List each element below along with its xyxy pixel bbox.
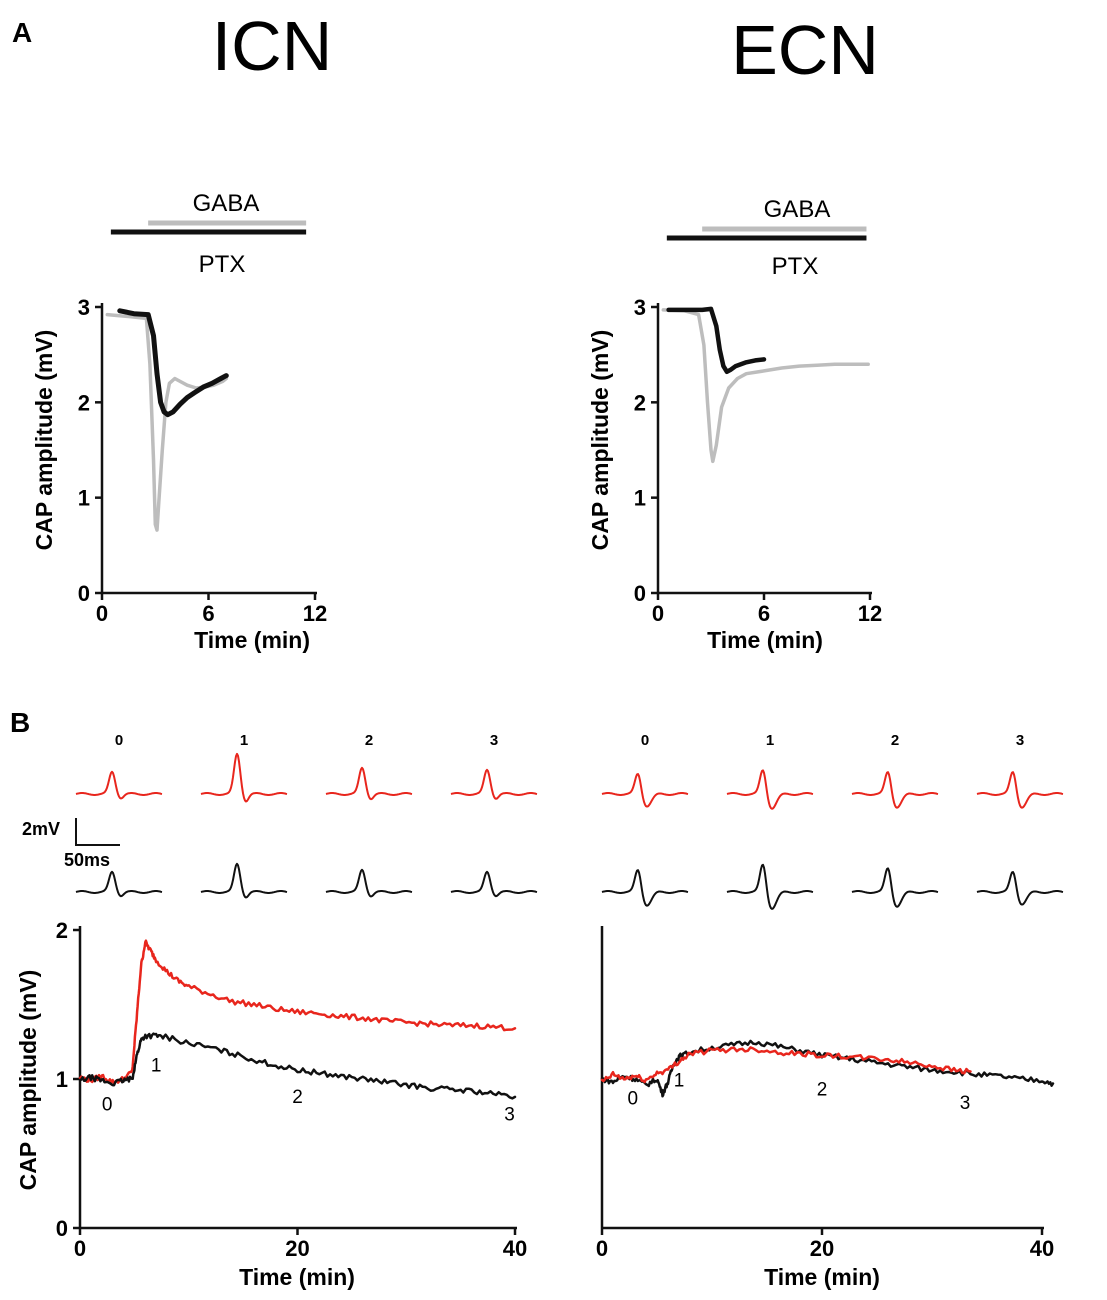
- panel-label-a: A: [12, 17, 32, 48]
- black-trace: [75, 870, 163, 898]
- x-tick-label: 6: [202, 601, 214, 626]
- series-black: [78, 1032, 517, 1100]
- x-tick-label: 20: [810, 1236, 834, 1261]
- red-trace: [726, 769, 814, 810]
- trace-label: 3: [490, 732, 498, 749]
- x-axis-label-a-ecn: Time (min): [707, 627, 823, 653]
- gaba-label: GABA: [193, 190, 260, 217]
- panel-label-b: B: [10, 707, 30, 738]
- y-tick-label: 2: [56, 918, 68, 943]
- drug-bars-ecn: GABA PTX: [666, 196, 867, 280]
- y-tick-label: 3: [634, 295, 646, 320]
- y-tick-label: 0: [634, 581, 646, 606]
- y-tick-label: 3: [78, 295, 90, 320]
- x-axis-label-b-icn: Time (min): [239, 1264, 355, 1290]
- x-tick-label: 20: [285, 1236, 309, 1261]
- timepoint-label: 0: [102, 1094, 113, 1115]
- ptx-label: PTX: [199, 251, 246, 278]
- timepoint-label: 1: [151, 1056, 162, 1077]
- series-gaba: [105, 312, 229, 532]
- red-trace: [450, 768, 538, 800]
- gaba-label: GABA: [764, 196, 831, 223]
- timepoint-label: 2: [817, 1079, 828, 1100]
- trace-label: 1: [240, 732, 248, 749]
- black-trace: [200, 862, 288, 899]
- timepoint-label: 3: [504, 1105, 515, 1126]
- ptx-label: PTX: [772, 253, 819, 280]
- red-trace: [325, 766, 413, 801]
- timepoint-label: 3: [960, 1093, 971, 1114]
- x-tick-label: 12: [303, 601, 327, 626]
- scale-bar: 2mV 50ms: [22, 818, 120, 870]
- x-tick-label: 40: [1030, 1236, 1054, 1261]
- y-tick-label: 1: [78, 486, 90, 511]
- y-axis-label-a-ecn: CAP amplitude (mV): [587, 330, 613, 551]
- timepoint-label: 0: [628, 1088, 639, 1109]
- scale-x-label: 50ms: [64, 850, 110, 870]
- y-tick-label: 2: [78, 390, 90, 415]
- timepoint-label: 1: [674, 1070, 685, 1091]
- y-tick-label: 0: [56, 1216, 68, 1241]
- x-tick-label: 0: [96, 601, 108, 626]
- red-trace: [75, 770, 163, 800]
- x-axis-label-a-icn: Time (min): [194, 627, 310, 653]
- black-trace: [601, 869, 689, 907]
- y-axis-label-b-icn: CAP amplitude (mV): [15, 970, 41, 1191]
- black-trace: [325, 868, 413, 898]
- x-tick-label: 0: [74, 1236, 86, 1261]
- series-gaba-ptx: [117, 308, 229, 418]
- black-trace: [976, 871, 1064, 906]
- black-trace: [450, 870, 538, 898]
- red-trace: [601, 773, 689, 808]
- red-trace: [976, 771, 1064, 809]
- scale-y-label: 2mV: [22, 819, 60, 839]
- timepoint-label: 2: [292, 1087, 303, 1108]
- title-ecn: ECN: [731, 11, 879, 89]
- y-tick-label: 2: [634, 390, 646, 415]
- y-tick-label: 1: [634, 486, 646, 511]
- trace-label: 0: [115, 732, 123, 749]
- series-gaba: [661, 308, 870, 464]
- x-tick-label: 0: [596, 1236, 608, 1261]
- x-tick-label: 0: [652, 601, 664, 626]
- scale-bar-lines: [75, 818, 120, 846]
- trace-label: 2: [365, 732, 373, 749]
- chart-b-ecn: 0 20 40 0 1 2 3: [596, 926, 1055, 1261]
- trace-label: 2: [891, 732, 899, 749]
- x-tick-label: 40: [503, 1236, 527, 1261]
- y-axis-label-a-icn: CAP amplitude (mV): [31, 330, 57, 551]
- y-tick-label: 0: [78, 581, 90, 606]
- red-trace: [200, 752, 288, 803]
- x-axis-label-b-ecn: Time (min): [764, 1264, 880, 1290]
- series-red: [600, 1046, 972, 1084]
- series-gaba-ptx: [666, 306, 767, 375]
- series-red: [78, 939, 517, 1085]
- drug-bars-icn: GABA PTX: [110, 190, 307, 278]
- red-trace: [851, 771, 939, 809]
- trace-label: 1: [766, 732, 774, 749]
- example-traces: 0 1 2 3 0 1 2 3: [75, 732, 1064, 910]
- trace-label: 3: [1016, 732, 1024, 749]
- x-tick-label: 12: [858, 601, 882, 626]
- x-tick-label: 6: [758, 601, 770, 626]
- y-tick-label: 1: [56, 1067, 68, 1092]
- black-trace: [726, 863, 814, 910]
- black-trace: [851, 867, 939, 908]
- title-icn: ICN: [212, 7, 333, 85]
- trace-label: 0: [641, 732, 649, 749]
